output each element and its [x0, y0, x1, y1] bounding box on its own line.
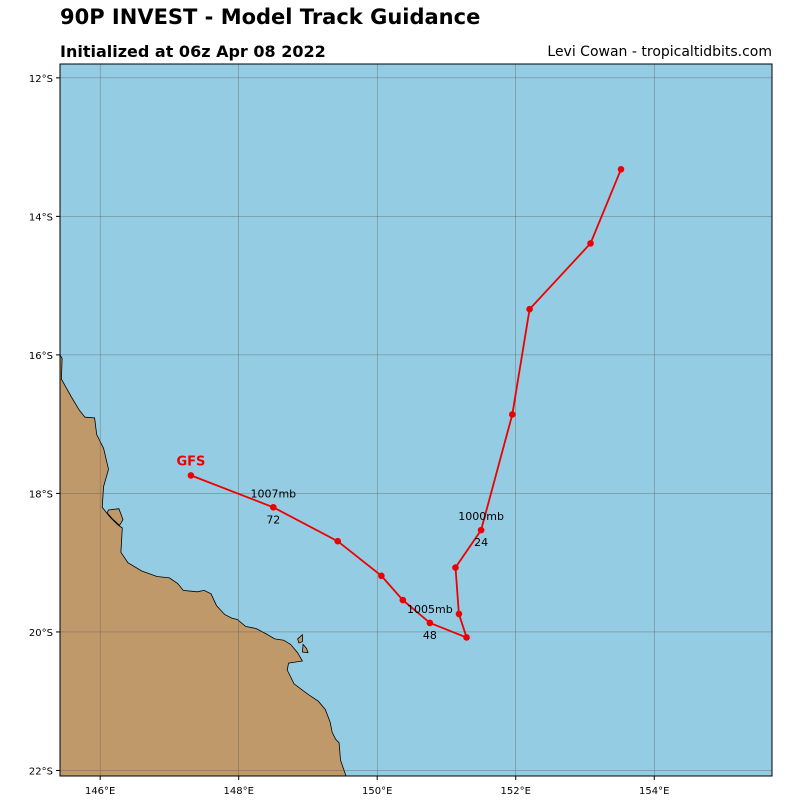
land-island — [297, 633, 303, 644]
tick-label-lon: 152°E — [501, 786, 531, 797]
grid-layer — [60, 64, 772, 776]
tick-label-lat: 20°S — [29, 628, 53, 639]
plot-frame — [59, 63, 773, 777]
track-point[interactable] — [378, 572, 385, 580]
forecast-hour-label: 24 — [474, 536, 488, 549]
map-title: 90P INVEST - Model Track Guidance — [60, 5, 481, 29]
tick-label-lon: 148°E — [223, 786, 253, 797]
tick-label-lon: 150°E — [362, 786, 392, 797]
land-layer — [60, 354, 347, 776]
tick-label-lat: 16°S — [29, 351, 53, 362]
model-label: GFS — [176, 454, 205, 469]
forecast-hour-label: 72 — [266, 513, 280, 526]
pressure-label: 1000mb — [458, 510, 504, 523]
tick-label-lon: 154°E — [639, 786, 669, 797]
axis-ticks: 146°E 148°E 150°E 152°E 154°E 12°S 14°S 16°S 18°… — [29, 74, 670, 797]
track-line — [190, 168, 622, 640]
tick-label-lat: 14°S — [29, 212, 53, 223]
track-point[interactable] — [399, 596, 407, 604]
map-subtitle: Initialized at 06z Apr 08 2022 — [60, 42, 326, 61]
land-mainland — [60, 354, 347, 776]
pressure-label: 1007mb — [250, 487, 296, 500]
track-point[interactable] — [587, 240, 594, 247]
tick-label-lat: 22°S — [29, 766, 53, 777]
track-point[interactable] — [452, 564, 459, 571]
track-point[interactable] — [187, 472, 195, 479]
land-island — [301, 643, 309, 654]
tick-label-lon: 146°E — [85, 786, 115, 797]
track-point[interactable] — [477, 526, 485, 534]
track-point[interactable] — [270, 503, 277, 511]
land-island — [106, 508, 124, 526]
tick-label-lat: 12°S — [29, 74, 53, 85]
track-point[interactable] — [617, 165, 625, 173]
tick-label-lat: 18°S — [29, 489, 53, 500]
track-layer: 1000mb 24 1005mb 48 1007mb 72 GFS — [176, 165, 625, 642]
track-point[interactable] — [455, 610, 463, 618]
forecast-hour-label: 48 — [423, 629, 437, 642]
track-point[interactable] — [463, 634, 470, 641]
track-point[interactable] — [426, 619, 434, 627]
map-credit: Levi Cowan - tropicaltidbits.com — [547, 44, 772, 60]
track-point[interactable] — [334, 537, 342, 545]
track-point[interactable] — [508, 411, 516, 418]
pressure-label: 1005mb — [407, 603, 453, 616]
track-point[interactable] — [526, 305, 533, 313]
